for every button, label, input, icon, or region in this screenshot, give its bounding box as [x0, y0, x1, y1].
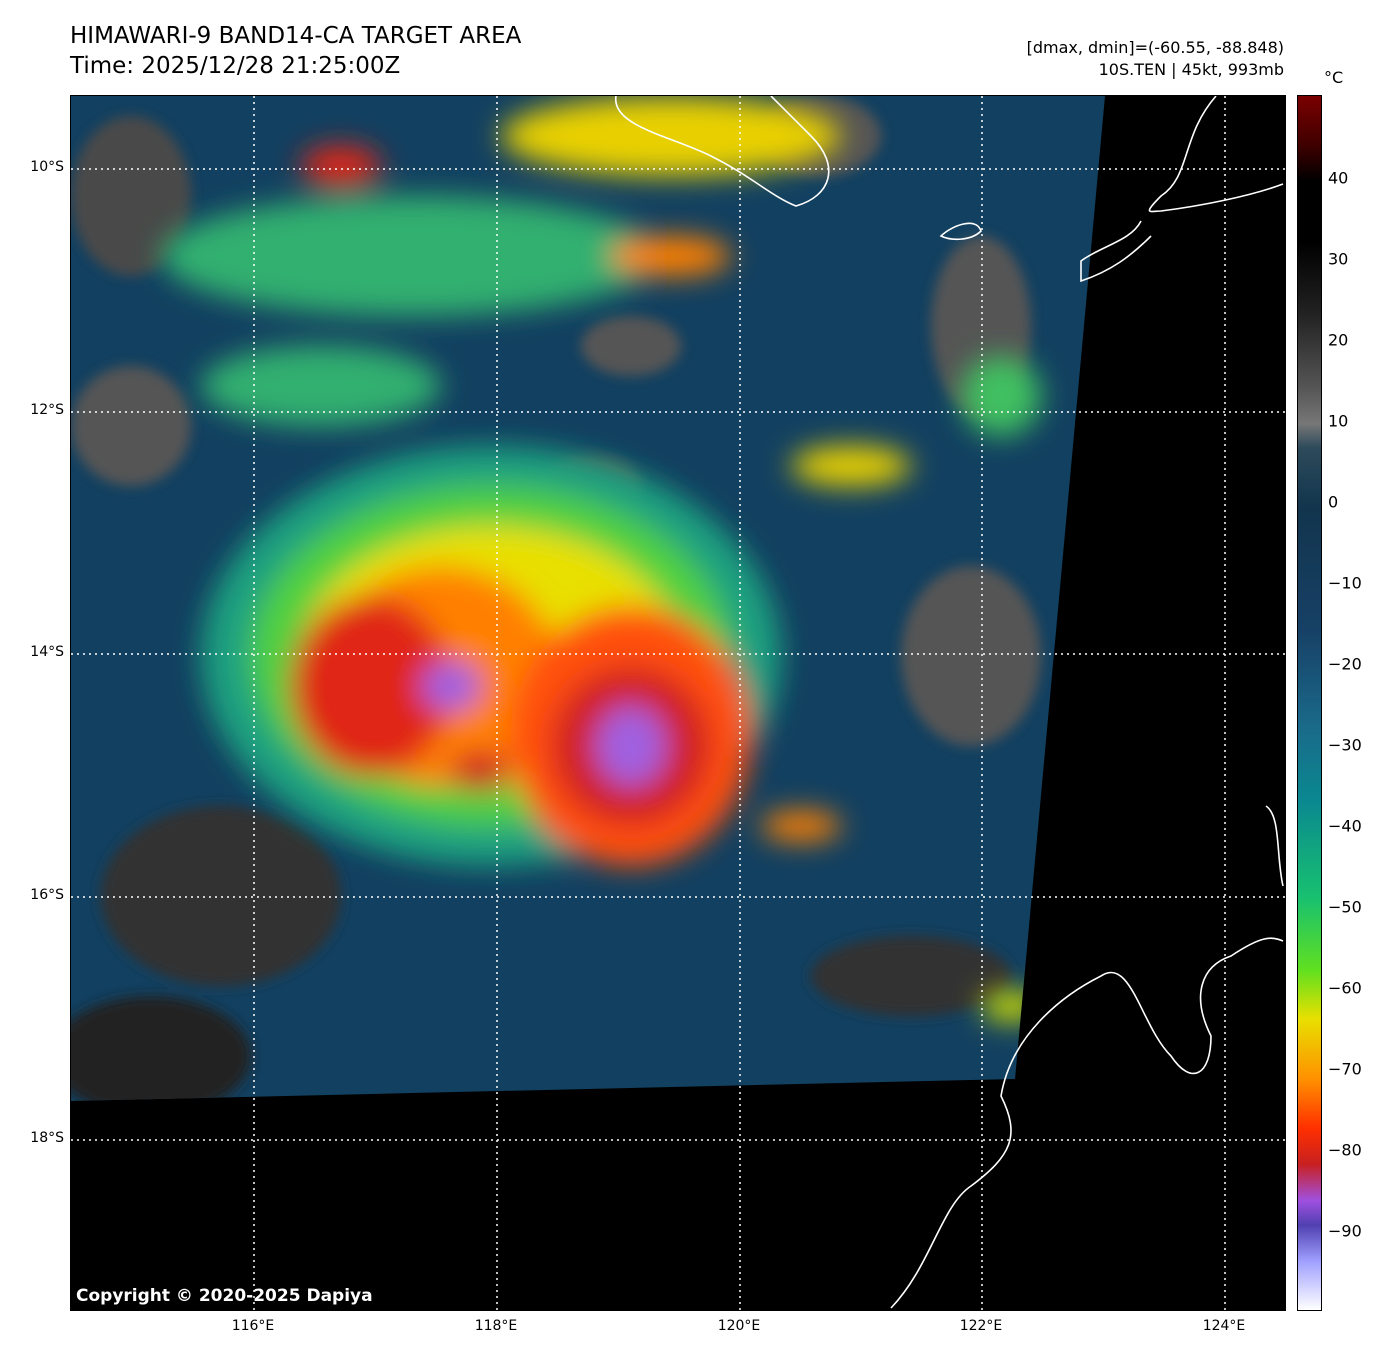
- colorbar-tick: 30: [1328, 249, 1349, 269]
- lat-label: 10°S: [30, 159, 64, 175]
- colorbar-tick: −20: [1328, 654, 1362, 674]
- lon-label: 124°E: [1202, 1318, 1246, 1334]
- colorbar-tick: −90: [1328, 1221, 1362, 1241]
- colorbar-tick: −60: [1328, 978, 1362, 998]
- colorbar-tick: 20: [1328, 330, 1349, 350]
- lat-label: 16°S: [30, 887, 64, 903]
- colorbar-tick: −70: [1328, 1059, 1362, 1079]
- dmax-dmin: [dmax, dmin]=(-60.55, -88.848): [1026, 38, 1284, 57]
- colorbar-tick: −50: [1328, 897, 1362, 917]
- timestamp: Time: 2025/12/28 21:25:00Z: [70, 53, 401, 79]
- ir-imagery: [71, 96, 1105, 1101]
- lon-label: 122°E: [959, 1318, 1003, 1334]
- lon-label: 116°E: [231, 1318, 275, 1334]
- colorbar: [1297, 95, 1322, 1311]
- lat-label: 18°S: [30, 1130, 64, 1146]
- colorbar-tick: −80: [1328, 1140, 1362, 1160]
- lon-label: 120°E: [717, 1318, 761, 1334]
- chart-title: HIMAWARI-9 BAND14-CA TARGET AREA: [70, 23, 522, 49]
- colorbar-unit: °C: [1324, 68, 1344, 87]
- lat-label: 12°S: [30, 402, 64, 418]
- colorbar-tick: 40: [1328, 168, 1349, 188]
- lon-label: 118°E: [474, 1318, 518, 1334]
- lat-label: 14°S: [30, 644, 64, 660]
- storm-info: 10S.TEN | 45kt, 993mb: [1098, 60, 1284, 79]
- gridlines: [71, 96, 1285, 1310]
- satellite-map: Copyright © 2020-2025 Dapiya: [70, 95, 1286, 1311]
- colorbar-tick: −10: [1328, 573, 1362, 593]
- colorbar-tick: −30: [1328, 735, 1362, 755]
- copyright: Copyright © 2020-2025 Dapiya: [76, 1286, 373, 1306]
- coastlines: [615, 95, 1284, 1309]
- colorbar-tick: 0: [1328, 492, 1339, 512]
- colorbar-tick: 10: [1328, 411, 1349, 431]
- colorbar-tick: −40: [1328, 816, 1362, 836]
